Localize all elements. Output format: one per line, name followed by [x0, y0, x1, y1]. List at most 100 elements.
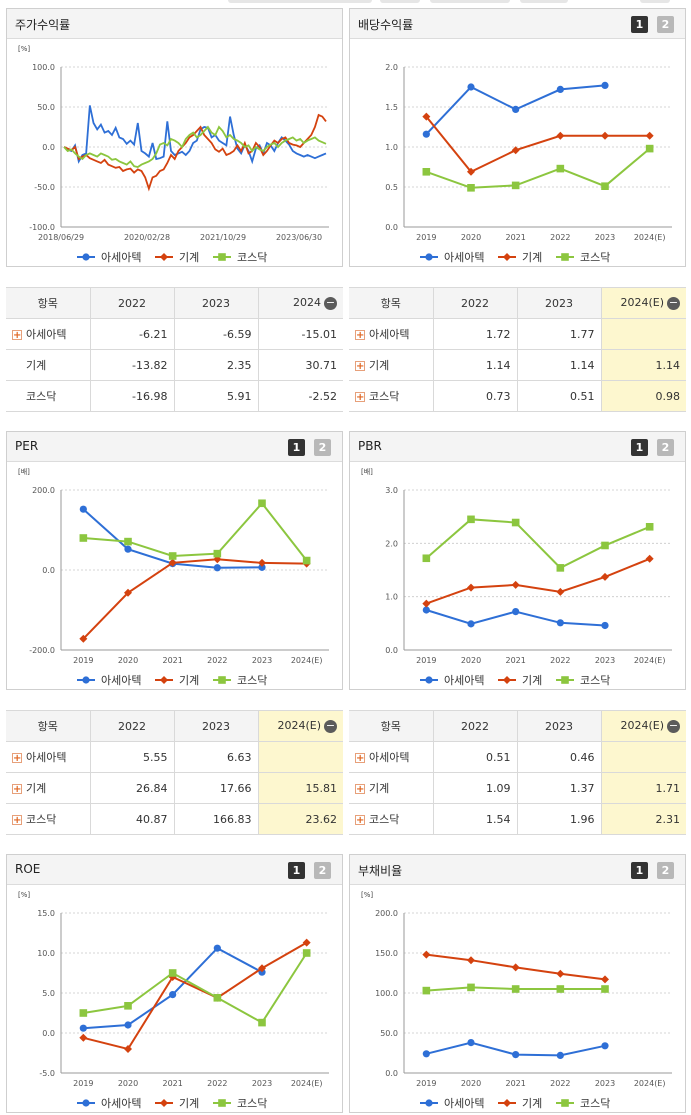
chart-mode-2-button[interactable]: 2: [314, 439, 331, 456]
legend-label: 코스닥: [580, 1097, 610, 1110]
y-tick-label: 1.5: [385, 103, 398, 112]
col-header-item: 항목: [349, 287, 434, 319]
data-point-circle: [422, 130, 430, 138]
data-point-diamond: [511, 580, 520, 589]
expand-plus-icon[interactable]: +: [355, 784, 365, 795]
data-point-square: [511, 518, 520, 527]
expand-plus-icon[interactable]: +: [12, 784, 22, 795]
series-line: [82, 558, 307, 640]
legend-label: 기계: [522, 674, 542, 687]
table-row: 기계 -13.82 2.35 30.71: [6, 349, 343, 381]
data-point-square: [645, 144, 654, 153]
data-point-square: [511, 181, 520, 190]
row-name: 코스닥: [369, 390, 400, 403]
data-point-diamond: [258, 558, 266, 567]
data-point-square: [422, 986, 431, 995]
data-point-square: [511, 985, 520, 993]
chart-mode-2-button[interactable]: 2: [657, 439, 674, 456]
expand-plus-icon[interactable]: +: [355, 815, 365, 826]
data-point-diamond: [467, 167, 475, 176]
chart-mode-1-button[interactable]: 1: [288, 439, 305, 456]
y-tick-label: 0.0: [385, 646, 398, 655]
expand-plus-icon[interactable]: +: [355, 392, 365, 403]
value-cell: 26.84: [89, 772, 175, 804]
data-point-circle: [258, 563, 266, 571]
data-point-circle: [556, 619, 564, 627]
expand-plus-icon[interactable]: +: [355, 330, 365, 341]
x-tick-label: 2018/06/29: [38, 233, 84, 242]
data-point-circle: [124, 545, 132, 553]
collapse-icon[interactable]: −: [324, 718, 337, 733]
data-point-square: [124, 537, 132, 546]
chart-mode-2-button[interactable]: 2: [314, 862, 331, 879]
series-line: [425, 147, 651, 189]
chart-mode-1-button[interactable]: 1: [631, 439, 648, 456]
data-point-circle: [467, 83, 475, 91]
col-header-2024e: 2024(E) −: [600, 287, 686, 319]
chart-mode-1-button[interactable]: 1: [631, 16, 648, 33]
row-name: 코스닥: [26, 813, 57, 826]
series-line: [83, 941, 308, 1051]
per-panel: PER 1 2 [배] 200.0 0.0 -200.0 2019 2020 2021 202…: [6, 431, 343, 690]
collapse-icon[interactable]: −: [667, 718, 680, 733]
value-cell: 23.62: [257, 803, 343, 835]
row-name-cell: + 아세아텍: [349, 318, 434, 350]
chart-mode-2-button[interactable]: 2: [657, 16, 674, 33]
y-tick-label: 200.0: [32, 486, 55, 495]
chart-mode-2-button[interactable]: 2: [657, 862, 674, 879]
data-point-circle: [213, 564, 221, 572]
collapse-icon[interactable]: −: [324, 295, 337, 310]
expand-plus-icon[interactable]: +: [355, 361, 365, 372]
value-cell: 1.09: [432, 772, 518, 804]
data-point-square: [218, 676, 226, 684]
row-name-cell: + 기계: [349, 772, 434, 804]
row-name: 코스닥: [369, 813, 400, 826]
x-tick-label: 2020: [118, 1079, 138, 1088]
data-point-diamond: [160, 1099, 168, 1107]
data-point-circle: [601, 1042, 609, 1050]
y-tick-label: 0.0: [385, 1069, 398, 1078]
collapse-icon[interactable]: −: [667, 295, 680, 310]
data-point-square: [258, 1018, 266, 1027]
panel-title: 배당수익률: [358, 18, 414, 32]
value-cell: -6.59: [173, 318, 259, 350]
expand-plus-icon[interactable]: +: [12, 815, 22, 826]
value-cell: 5.91: [173, 380, 259, 412]
data-point-circle: [425, 1099, 433, 1107]
expand-plus-icon[interactable]: +: [355, 753, 365, 764]
data-point-square: [467, 515, 475, 524]
data-point-circle: [82, 1099, 90, 1107]
series-line: [83, 501, 308, 562]
expand-plus-icon[interactable]: +: [12, 330, 22, 341]
value-cell: [600, 741, 686, 773]
y-tick-label: 100.0: [32, 63, 55, 72]
value-cell: 1.72: [432, 318, 518, 350]
data-point-circle: [82, 676, 90, 684]
data-point-square: [302, 556, 311, 565]
panel-header: PBR 1 2: [350, 432, 685, 462]
col-header-item: 항목: [349, 710, 434, 742]
table-row: + 기계 1.09 1.37 1.71: [349, 772, 686, 804]
y-tick-label: -100.0: [29, 223, 55, 232]
axis-unit-label: [배]: [18, 467, 30, 476]
chart-mode-1-button[interactable]: 1: [631, 862, 648, 879]
y-tick-label: -200.0: [29, 646, 55, 655]
table-row: + 아세아텍 -6.21 -6.59 -15.01: [6, 318, 343, 350]
value-cell: 5.55: [89, 741, 175, 773]
data-point-square: [601, 182, 609, 190]
chart-mode-1-button[interactable]: 1: [288, 862, 305, 879]
table-row: + 코스닥 1.54 1.96 2.31: [349, 803, 686, 835]
panel-header: 주가수익률: [7, 9, 342, 39]
legend-label: 기계: [179, 674, 199, 687]
col-header-2023: 2023: [516, 287, 602, 319]
data-point-square: [561, 253, 569, 261]
data-point-diamond: [467, 583, 475, 592]
x-tick-label: 2019: [73, 656, 93, 665]
expand-plus-icon[interactable]: +: [12, 753, 22, 764]
table-row: + 코스닥 40.87 166.83 23.62: [6, 803, 343, 835]
legend-label: 코스닥: [237, 251, 267, 264]
x-tick-label: 2022: [550, 656, 570, 665]
x-tick-label: 2024(E): [291, 1079, 323, 1088]
data-point-diamond: [601, 572, 609, 581]
